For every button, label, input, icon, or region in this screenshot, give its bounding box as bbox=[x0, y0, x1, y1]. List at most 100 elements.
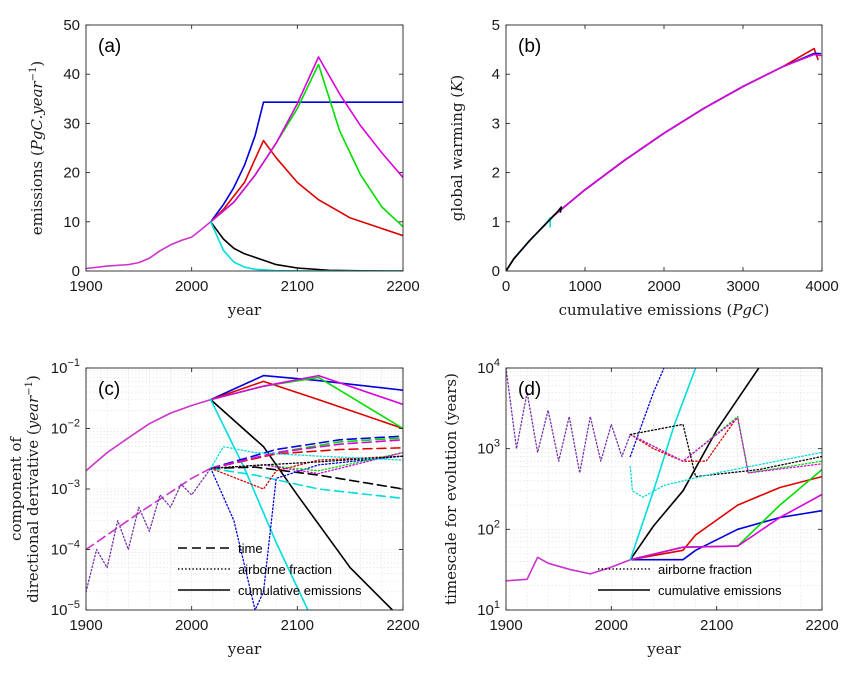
series-line-dotted bbox=[210, 446, 403, 469]
panel-a: 1900 2000 2100 2200 0 10 20 30 40 50 (a) year emissi… bbox=[28, 17, 420, 319]
y-tick-label: 0 bbox=[72, 263, 80, 280]
y-axis-label: timescale for evolution (years) bbox=[442, 373, 460, 605]
series-group bbox=[86, 374, 403, 610]
legend-label: cumulative emissions bbox=[658, 583, 782, 598]
series-line-dashed bbox=[209, 435, 403, 470]
legend-label: airborne fraction bbox=[658, 562, 752, 577]
x-tick-label: 0 bbox=[502, 278, 510, 295]
y-tick-label: 2 bbox=[492, 165, 500, 182]
series-line-dotted bbox=[210, 455, 403, 610]
legend: airborne fraction cumulative emissions bbox=[598, 562, 782, 598]
series-line-dashed bbox=[209, 437, 403, 470]
panel-label: (d) bbox=[518, 379, 541, 400]
series-line-dotted bbox=[629, 451, 822, 498]
series-line-dashed bbox=[209, 438, 403, 470]
y-tick-label: 10−2 bbox=[51, 418, 80, 438]
y-axis-label: component of bbox=[7, 436, 25, 541]
y-tick-label: 102 bbox=[477, 518, 500, 538]
series-line-solid bbox=[209, 139, 403, 237]
series-line-solid bbox=[629, 368, 760, 561]
series-group bbox=[506, 47, 822, 271]
series-line-dotted bbox=[506, 368, 631, 474]
x-tick-label: 3000 bbox=[726, 278, 759, 295]
series-line-dashed bbox=[209, 467, 403, 500]
x-axis-label: year bbox=[227, 301, 262, 319]
series-line-solid bbox=[506, 52, 822, 271]
series-line-solid bbox=[209, 56, 403, 223]
series-line-solid bbox=[506, 53, 822, 271]
y-axis-label: directional derivative (year−1) bbox=[24, 375, 42, 603]
series-line-dotted bbox=[86, 467, 212, 593]
x-tick-label: 2100 bbox=[281, 617, 314, 634]
x-tick-label: 4000 bbox=[805, 278, 838, 295]
y-tick-label: 101 bbox=[477, 599, 500, 619]
series-line-solid bbox=[629, 493, 822, 561]
series-line-solid bbox=[209, 398, 394, 610]
series-line-dotted bbox=[629, 368, 697, 458]
series-line-dashed bbox=[86, 467, 212, 551]
y-tick-label: 4 bbox=[492, 66, 500, 83]
x-tick-label: 2200 bbox=[805, 617, 838, 634]
series-group bbox=[506, 368, 822, 582]
series-line-solid bbox=[209, 221, 403, 271]
series-group bbox=[86, 56, 403, 271]
x-axis-label: year bbox=[646, 640, 681, 658]
y-tick-label: 10−4 bbox=[51, 539, 80, 559]
y-tick-label: 10 bbox=[63, 214, 80, 231]
series-line-solid bbox=[506, 47, 819, 271]
y-tick-label: 5 bbox=[492, 17, 500, 34]
y-tick-label: 10−3 bbox=[51, 478, 80, 498]
legend-label: time bbox=[238, 541, 263, 556]
y-tick-label: 50 bbox=[63, 17, 80, 34]
y-tick-label: 10−5 bbox=[51, 599, 80, 619]
series-line-solid bbox=[209, 398, 309, 610]
y-tick-label: 40 bbox=[63, 66, 80, 83]
y-tick-label: 30 bbox=[63, 115, 80, 132]
x-tick-label: 2100 bbox=[281, 278, 314, 295]
x-tick-label: 2000 bbox=[647, 278, 680, 295]
y-tick-label: 3 bbox=[492, 115, 500, 132]
x-tick-label: 2100 bbox=[700, 617, 733, 634]
series-line-solid bbox=[86, 221, 212, 270]
series-line-solid bbox=[506, 206, 563, 271]
series-line-dashed bbox=[209, 466, 403, 490]
x-axis-label: year bbox=[227, 640, 262, 658]
series-line-solid bbox=[209, 376, 403, 430]
series-line-solid bbox=[209, 63, 403, 228]
y-tick-label: 10−1 bbox=[51, 357, 80, 377]
y-axis-label: global warming (K) bbox=[448, 75, 466, 221]
legend-label: airborne fraction bbox=[238, 562, 332, 577]
legend: time airborne fraction cumulative emission… bbox=[178, 541, 362, 598]
panel-label: (a) bbox=[98, 36, 121, 57]
x-tick-label: 2000 bbox=[175, 617, 208, 634]
x-tick-label: 2200 bbox=[386, 617, 419, 634]
panel-label: (c) bbox=[98, 379, 120, 400]
y-tick-label: 1 bbox=[492, 214, 500, 231]
x-tick-label: 2000 bbox=[175, 278, 208, 295]
series-line-solid bbox=[629, 509, 822, 561]
x-tick-label: 1900 bbox=[69, 617, 102, 634]
grid bbox=[505, 368, 823, 611]
y-axis-label: emissions (PgC.year−1) bbox=[28, 61, 46, 236]
plot-frame bbox=[85, 24, 404, 272]
series-line-solid bbox=[209, 101, 403, 223]
series-line-solid bbox=[506, 556, 632, 582]
x-axis-label: cumulative emissions (PgC) bbox=[559, 301, 770, 319]
series-line-solid bbox=[209, 221, 403, 271]
x-tick-label: 2200 bbox=[386, 278, 419, 295]
series-line-solid bbox=[209, 380, 403, 430]
series-line-dotted bbox=[210, 455, 403, 469]
series-line-solid bbox=[209, 374, 403, 401]
x-tick-label: 1900 bbox=[69, 278, 102, 295]
panel-label: (b) bbox=[518, 36, 541, 57]
series-line-dotted bbox=[210, 455, 403, 490]
series-line-solid bbox=[86, 398, 212, 472]
series-line-solid bbox=[506, 52, 821, 271]
panel-d: 1900 2000 2100 2200 101 102 103 104 (d) year times… bbox=[442, 357, 839, 658]
plot-frame bbox=[505, 367, 823, 611]
series-line-solid bbox=[209, 374, 403, 406]
series-line-dotted bbox=[629, 423, 822, 478]
x-tick-label: 2000 bbox=[595, 617, 628, 634]
series-line-dotted bbox=[629, 415, 822, 474]
